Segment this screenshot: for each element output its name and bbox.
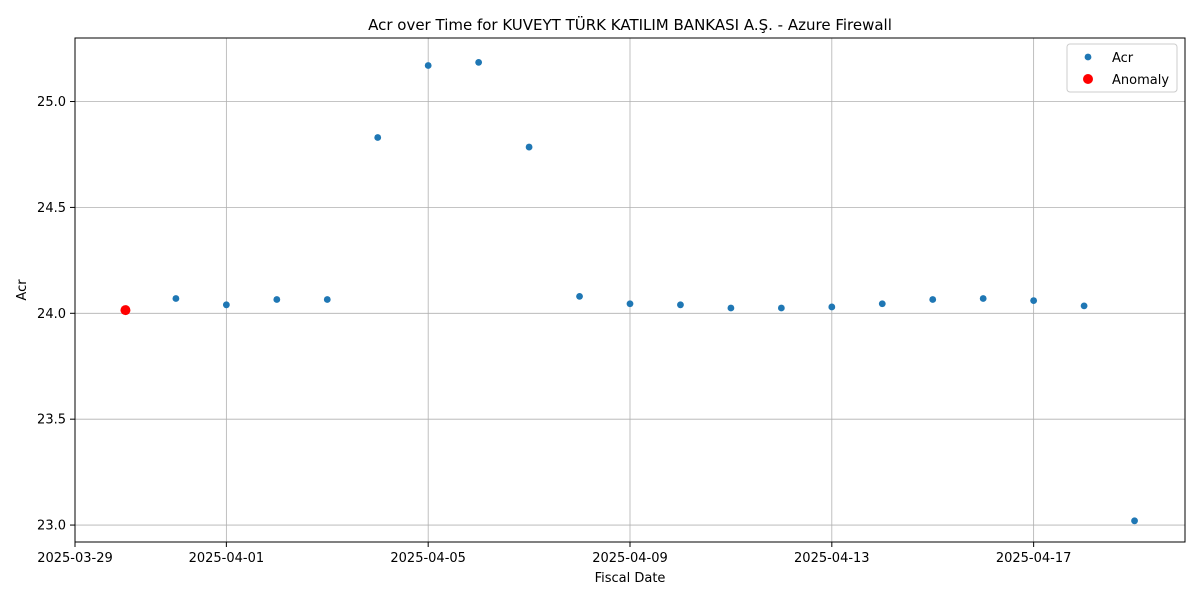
y-tick-label: 25.0 [37,95,66,110]
y-axis-label: Acr [15,279,30,301]
acr-point [374,134,382,141]
acr-point [475,58,483,66]
acr-point [323,296,331,303]
acr-point [777,304,785,312]
acr-point [878,300,886,308]
acr-point [525,143,533,151]
acr-point [1131,517,1138,525]
acr-point [727,304,735,312]
acr-point [576,292,583,300]
data-points [120,58,1138,525]
acr-point [979,295,987,302]
x-tick-label: 2025-04-01 [189,551,265,566]
grid-lines [75,38,1185,542]
x-tick-label: 2025-04-17 [996,551,1072,566]
y-tick-label: 24.0 [37,307,66,322]
x-tick-label: 2025-04-05 [390,551,466,566]
acr-point [424,62,432,69]
anomaly-point [120,305,131,316]
acr-point [172,295,180,302]
legend: Acr Anomaly [1066,43,1178,93]
acr-point [677,301,684,309]
x-tick-label: 2025-04-09 [592,551,668,566]
acr-point [1030,297,1038,304]
legend-label-acr: Acr [1112,51,1134,66]
legend-marker-anomaly [1083,74,1093,84]
plot-frame [74,37,1186,543]
acr-point [273,296,281,303]
acr-point [1080,302,1088,310]
legend-marker-acr [1084,53,1092,61]
acr-point [626,300,634,308]
legend-label-anomaly: Anomaly [1112,73,1169,88]
x-tick-label: 2025-04-13 [794,551,870,566]
chart-title: Acr over Time for KUVEYT TÜRK KATILIM BA… [368,15,892,34]
acr-point [222,301,230,309]
y-tick-label: 23.5 [37,413,66,428]
x-tick-label: 2025-03-29 [37,551,113,566]
axis-ticks: 2025-03-29 2025-04-01 2025-04-05 2025-04-09… [37,95,1071,566]
y-tick-label: 23.0 [37,519,66,534]
legend-box [1066,43,1178,93]
y-tick-label: 24.5 [37,201,66,216]
acr-point [929,296,937,303]
acr-point [828,303,836,311]
x-axis-label: Fiscal Date [595,571,666,586]
